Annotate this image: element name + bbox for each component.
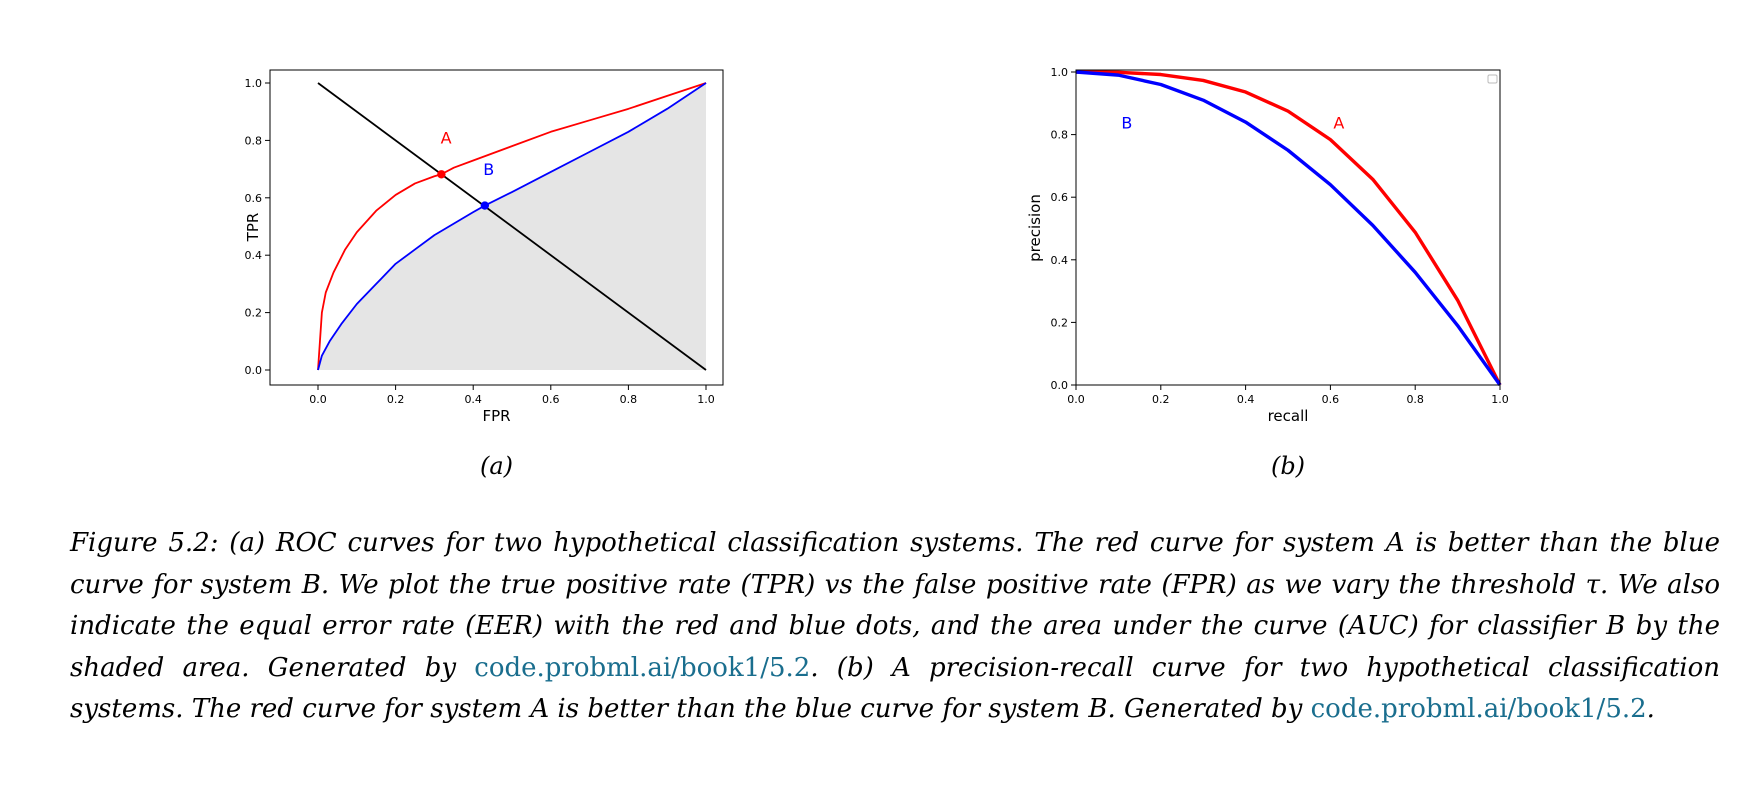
y-axis-label: TPR (244, 213, 262, 243)
x-tick-label: 0.4 (464, 393, 482, 406)
curve-b (1075, 70, 1502, 386)
subfigure-label: (a) (480, 452, 513, 480)
y-tick-label: 0.4 (1051, 254, 1069, 267)
caption-text-3: . (1646, 694, 1655, 724)
caption-text-2: . (b) A precision-recall curve for two h… (70, 652, 1721, 725)
x-tick-label: 0.8 (1406, 393, 1424, 406)
y-tick-label: 1.0 (245, 77, 263, 90)
eer-point-b (480, 201, 490, 210)
x-axis-label: recall (1268, 407, 1309, 425)
annotation-b: B (483, 160, 494, 179)
y-tick-label: 0.6 (245, 192, 263, 205)
x-axis-label: FPR (482, 407, 510, 425)
y-tick-label: 0.2 (245, 307, 263, 320)
annotation-a: A (441, 128, 452, 147)
y-tick-label: 0.6 (1051, 191, 1069, 204)
curve-a (1075, 70, 1502, 386)
subfigure-label: (b) (1271, 452, 1305, 480)
x-tick-label: 0.2 (1152, 393, 1170, 406)
x-tick-label: 0.6 (1322, 393, 1340, 406)
x-tick-label: 0.0 (1067, 393, 1085, 406)
y-tick-label: 0.2 (1051, 316, 1069, 329)
chart-panel-a: A B 0.0 0.2 0.4 0.6 0.8 1.0 0.0 0.2 0.4 0.6 0.8 1.0 FP… (244, 69, 724, 480)
caption-text-1: Figure 5.2: (a) ROC curves for two hypot… (70, 528, 1720, 683)
y-tick-label: 0.0 (1051, 379, 1069, 392)
legend-box (1487, 74, 1498, 84)
x-tick-label: 0.0 (309, 393, 327, 406)
x-tick-label: 1.0 (697, 393, 715, 406)
x-tick-label: 0.4 (1237, 393, 1255, 406)
axes-frame (1075, 69, 1501, 386)
curve-b (317, 82, 707, 371)
axes-frame (269, 69, 724, 386)
y-tick-label: 0.8 (245, 134, 263, 147)
x-tick-label: 0.2 (387, 393, 405, 406)
x-tick-label: 0.6 (542, 393, 560, 406)
eer-point-a (437, 170, 446, 179)
y-tick-label: 0.0 (245, 364, 263, 377)
figure-caption: Figure 5.2: (a) ROC curves for two hypot… (70, 523, 1720, 731)
caption-link-2[interactable]: code.probml.ai/book1/5.2 (1310, 694, 1647, 724)
curve-a (317, 82, 707, 371)
y-tick-label: 0.8 (1051, 129, 1069, 142)
x-tick-label: 1.0 (1491, 393, 1509, 406)
chart-panel-b: B A 0.0 0.2 0.4 0.6 0.8 1.0 0.0 0.2 0.4 0.6 0.8 1.0 re… (1026, 66, 1509, 480)
diagonal-line (317, 82, 707, 371)
y-tick-label: 0.4 (245, 249, 263, 262)
y-tick-label: 1.0 (1051, 66, 1069, 79)
annotation-b: B (1121, 113, 1132, 132)
y-axis-label: precision (1026, 194, 1044, 262)
x-tick-label: 0.8 (620, 393, 638, 406)
annotation-a: A (1333, 113, 1344, 132)
caption-link-1[interactable]: code.probml.ai/book1/5.2 (474, 652, 811, 683)
